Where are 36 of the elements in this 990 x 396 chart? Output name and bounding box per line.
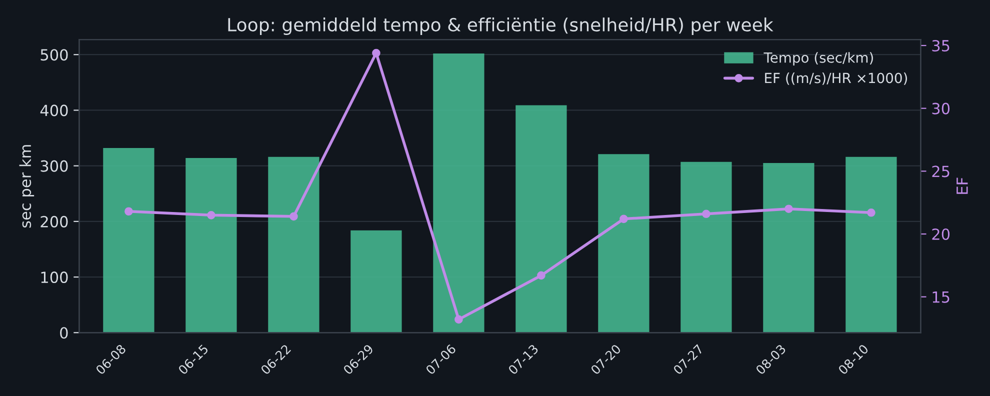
y2-tick-label: 30: [932, 102, 950, 114]
y2-axis-title: EF: [956, 178, 968, 194]
point: [207, 210, 216, 220]
point: [124, 207, 133, 216]
y2-tick-label: 35: [932, 40, 950, 52]
bar: [680, 162, 732, 333]
bar: [516, 105, 567, 333]
point: [702, 210, 710, 218]
point: [537, 271, 546, 280]
point: [454, 315, 463, 324]
point: [290, 212, 298, 221]
point: [867, 208, 876, 217]
legend-label: EF ((m/s)/HR ×1000): [765, 72, 908, 85]
y2-tick-label: 25: [932, 166, 950, 178]
bar: [103, 148, 154, 333]
bar: [433, 54, 484, 333]
point: [620, 214, 628, 224]
point: [784, 204, 793, 214]
y-tick-label: 500: [40, 49, 68, 61]
y2-tick-label: 20: [932, 228, 950, 240]
bar: [598, 154, 650, 333]
point: [372, 48, 380, 58]
y-tick-label: 200: [40, 216, 68, 228]
chart-title: Loop: gemiddeld tempo & efficiëntie (snelheid/HR) per week: [228, 18, 774, 36]
y-tick-label: 300: [40, 160, 68, 172]
bar: [846, 156, 897, 333]
y-tick-label: 0: [60, 327, 68, 339]
bar: [763, 163, 814, 333]
legend-label: Tempo (sec/km): [764, 52, 873, 66]
y2-tick-label: 15: [932, 291, 950, 303]
y-tick-label: 100: [41, 272, 68, 284]
bar: [268, 156, 320, 333]
y-tick-label: 400: [40, 104, 68, 116]
bar: [350, 230, 402, 333]
y-axis-title: sec per km: [19, 145, 34, 228]
bar: [186, 158, 237, 333]
